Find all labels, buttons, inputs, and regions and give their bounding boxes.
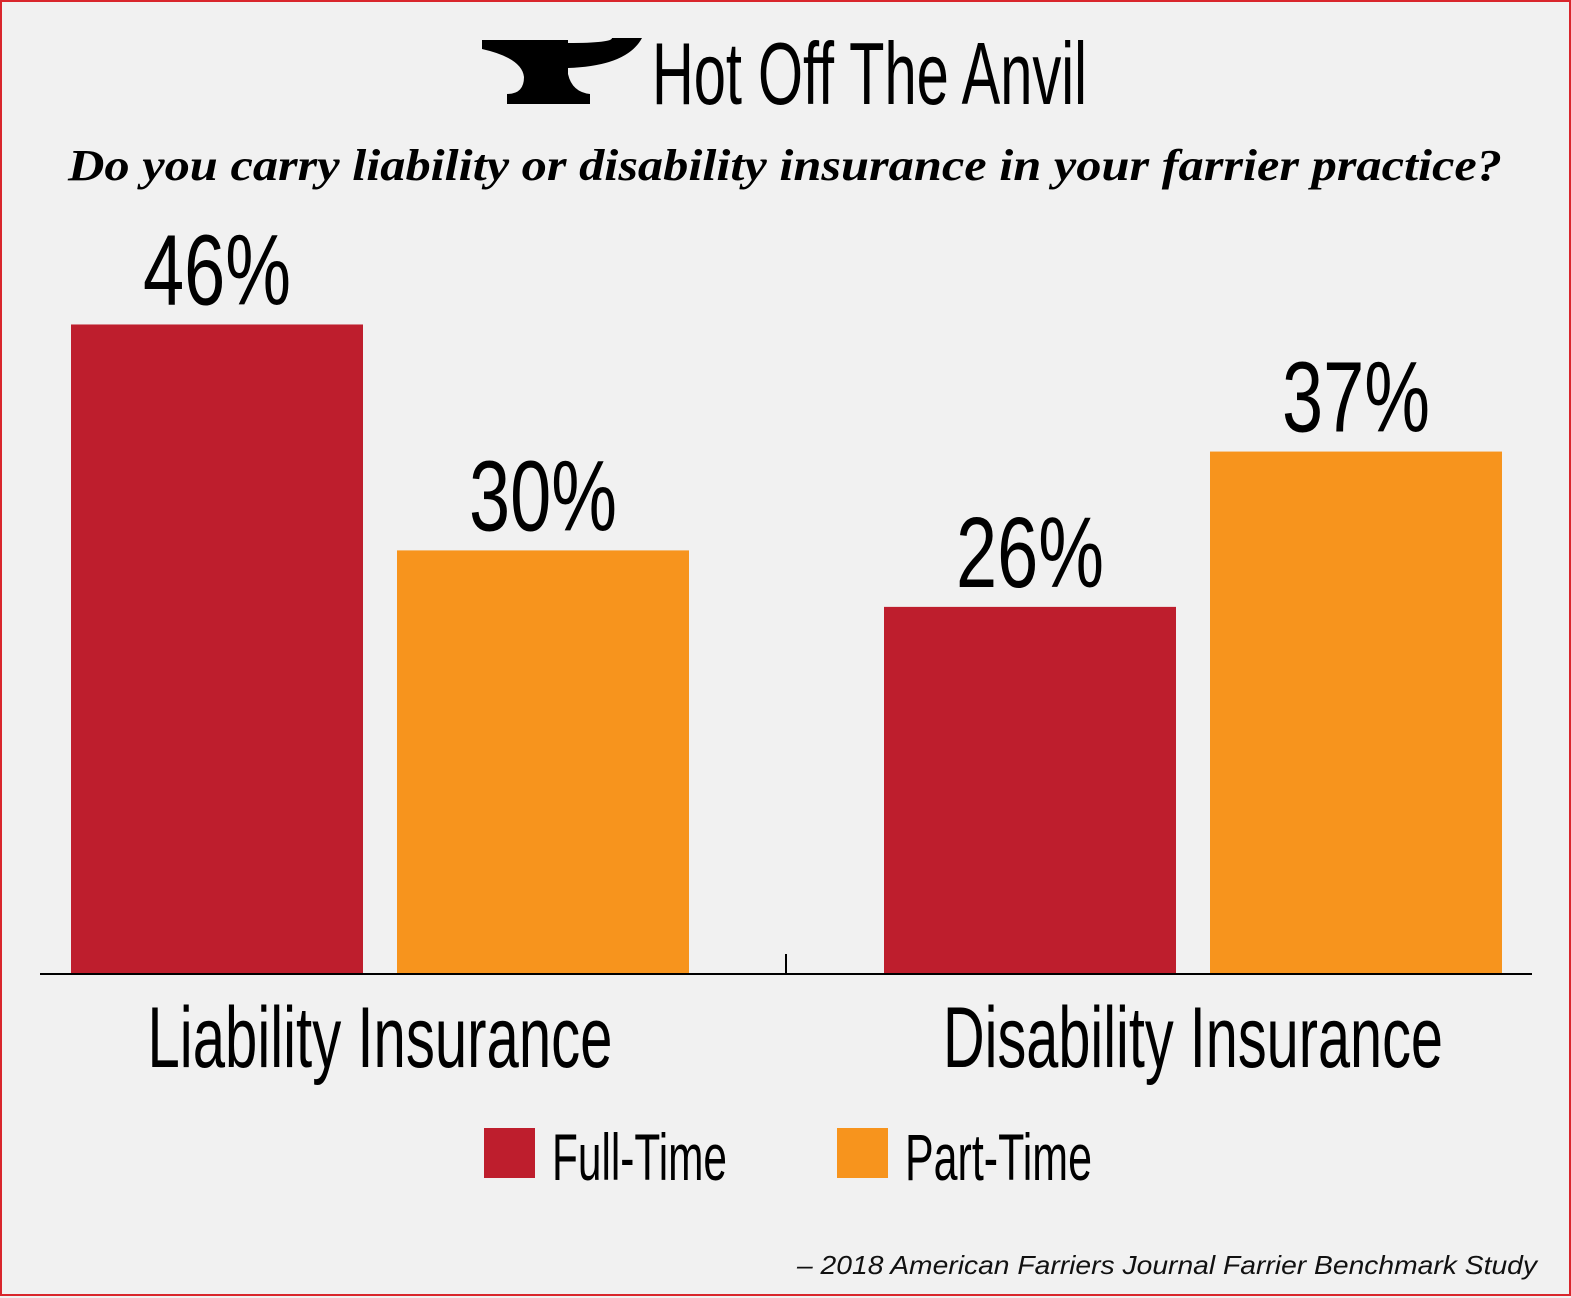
bar-part-time-0: [397, 550, 689, 974]
x-tick-label: Disability Insurance: [943, 990, 1443, 1086]
data-label: 30%: [469, 440, 617, 552]
x-tick-label: Liability Insurance: [148, 990, 613, 1086]
anvil-icon: [482, 38, 642, 104]
header-logo: Hot Off The Anvil: [482, 24, 1087, 123]
data-label: 26%: [956, 497, 1104, 609]
bar-full-time-0: [71, 324, 363, 975]
chart-title: Do you carry liability or disability ins…: [67, 141, 1502, 190]
legend-swatch: [837, 1128, 888, 1178]
source-note: – 2018 American Farriers Journal Farrier…: [796, 1250, 1539, 1280]
bar-part-time-1: [1210, 451, 1502, 974]
bar-full-time-1: [884, 606, 1176, 974]
data-label: 37%: [1282, 342, 1430, 454]
legend-swatch: [484, 1128, 535, 1178]
header-title: Hot Off The Anvil: [652, 24, 1087, 123]
legend-label: Full-Time: [552, 1120, 727, 1194]
data-label: 46%: [143, 214, 291, 326]
legend-label: Part-Time: [905, 1120, 1092, 1194]
